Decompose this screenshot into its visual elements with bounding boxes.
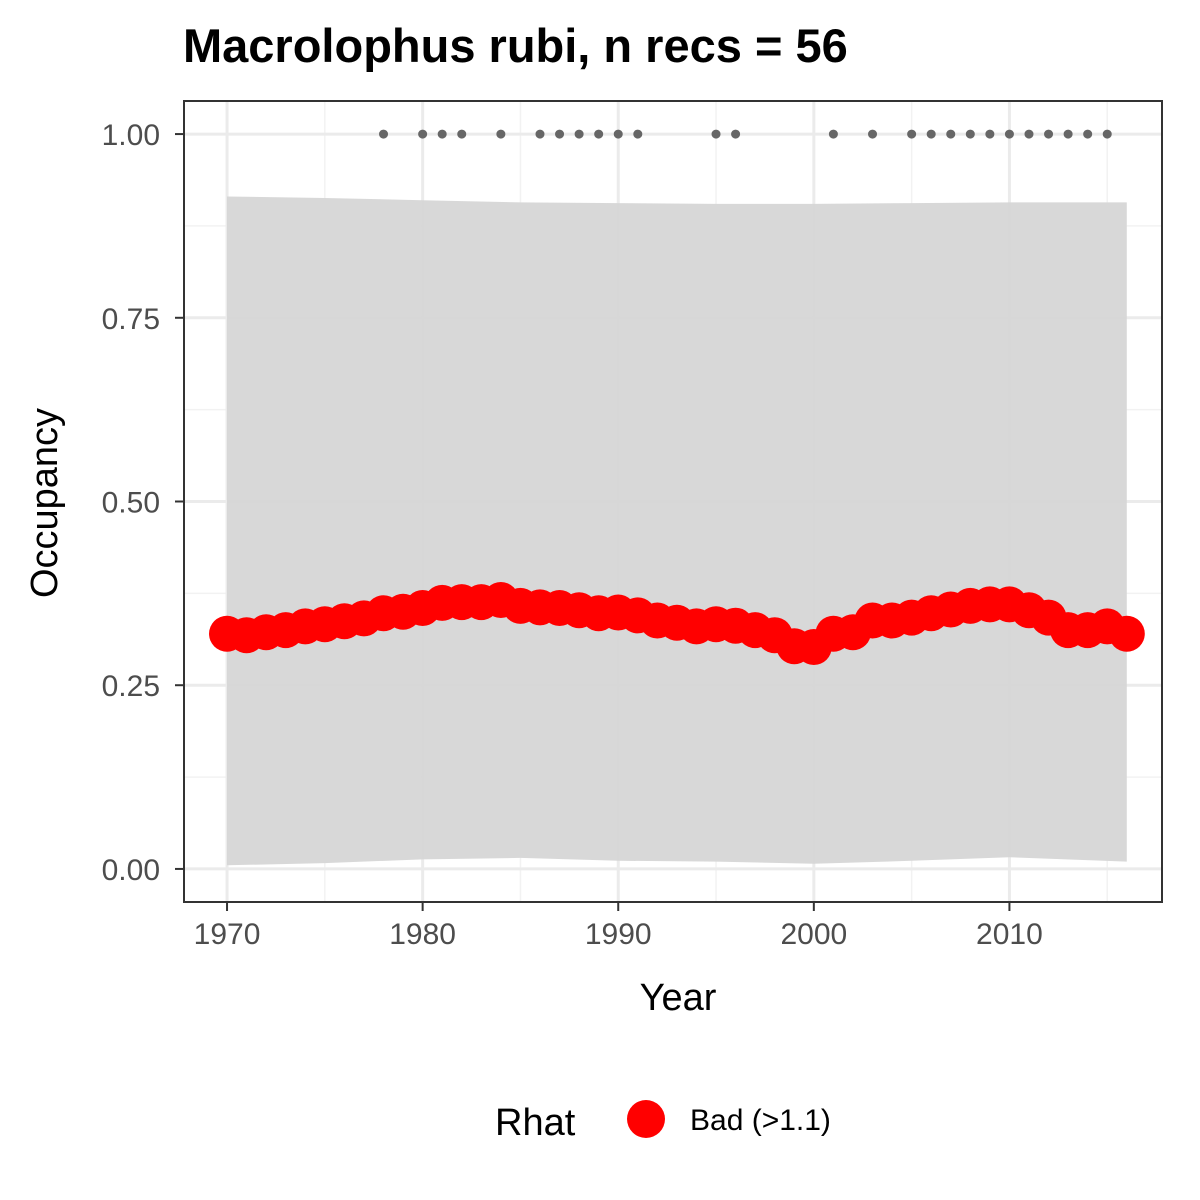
record-point <box>1102 129 1112 139</box>
record-point <box>555 129 565 139</box>
record-point <box>613 129 623 139</box>
record-point <box>496 129 506 139</box>
record-point <box>1063 129 1073 139</box>
y-tick-label: 0.75 <box>102 303 160 336</box>
legend-title: Rhat <box>495 1102 576 1144</box>
record-point <box>1044 129 1054 139</box>
record-point <box>731 129 741 139</box>
y-tick-label: 0.50 <box>102 487 160 520</box>
x-tick-label: 2010 <box>976 918 1043 951</box>
record-point <box>907 129 917 139</box>
record-point <box>926 129 936 139</box>
y-axis-title: Occupancy <box>24 408 66 598</box>
record-point <box>457 129 467 139</box>
record-point <box>946 129 956 139</box>
record-point <box>379 129 389 139</box>
occupancy-point <box>1108 615 1145 652</box>
x-axis-title: Year <box>640 977 717 1019</box>
x-tick-label: 2000 <box>780 918 847 951</box>
chart-title: Macrolophus rubi, n recs = 56 <box>183 19 848 72</box>
record-point <box>868 129 878 139</box>
x-tick-label: 1990 <box>585 918 652 951</box>
record-point <box>535 129 545 139</box>
x-tick-label: 1980 <box>389 918 456 951</box>
record-point <box>574 129 584 139</box>
record-point <box>828 129 838 139</box>
y-tick-label: 0.00 <box>102 854 160 887</box>
record-point <box>965 129 975 139</box>
plot-panel: 1970 1980 1990 2000 2010 0.00 0.25 0.50 0.75 1.00 <box>102 100 1163 951</box>
record-point <box>1024 129 1034 139</box>
record-point <box>437 129 447 139</box>
record-point <box>594 129 604 139</box>
record-point <box>418 129 428 139</box>
record-point <box>633 129 643 139</box>
confidence-band <box>227 196 1127 866</box>
legend: Rhat Bad (>1.1) <box>495 1100 831 1144</box>
record-point <box>1004 129 1014 139</box>
record-point <box>711 129 721 139</box>
legend-key-bad-rhat <box>627 1100 665 1138</box>
record-point <box>985 129 995 139</box>
record-point <box>1083 129 1093 139</box>
x-tick-label: 1970 <box>194 918 261 951</box>
y-tick-label: 0.25 <box>102 670 160 703</box>
y-tick-label: 1.00 <box>102 119 160 152</box>
legend-label-bad-rhat: Bad (>1.1) <box>690 1104 831 1137</box>
